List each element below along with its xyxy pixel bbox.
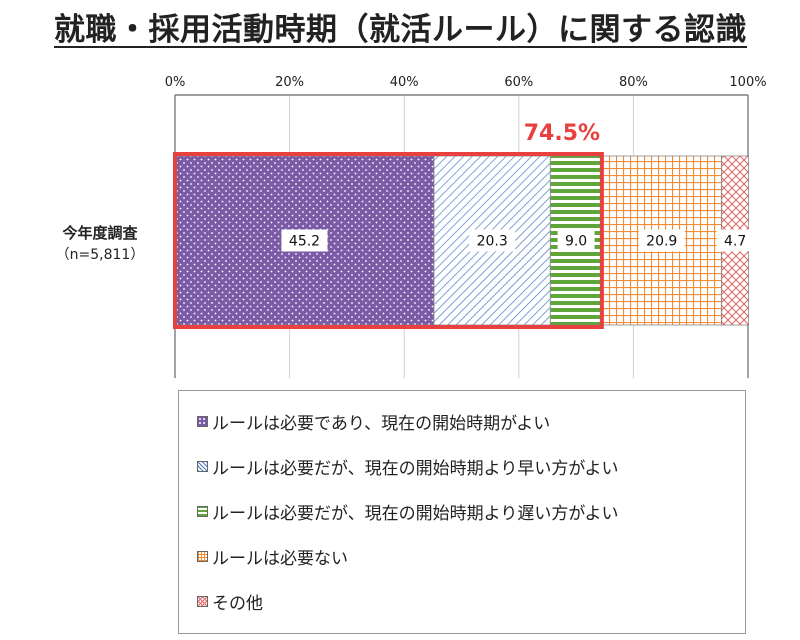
legend-item: ルールは必要だが、現在の開始時期より早い方がよい — [197, 444, 727, 489]
legend-label: ルールは必要だが、現在の開始時期より遅い方がよい — [212, 504, 619, 524]
x-tick-label: 40% — [390, 75, 419, 90]
data-label-bg — [638, 229, 685, 252]
legend-item: ルールは必要ない — [197, 534, 727, 579]
x-tick-label: 20% — [275, 75, 304, 90]
category-sublabel: （n=5,811） — [56, 247, 145, 263]
legend-swatch — [197, 551, 208, 562]
legend-item: ルールは必要だが、現在の開始時期より遅い方がよい — [197, 489, 727, 534]
x-axis-ticks: 0% 20% 40% 60% 80% 100% — [165, 75, 767, 90]
stacked-bar-chart: 0% 20% 40% 60% 80% 100% 今年度調査 （n=5,811） 45.2 2… — [56, 75, 767, 378]
legend-swatch — [197, 416, 208, 427]
legend-item: ルールは必要であり、現在の開始時期がよい — [197, 399, 727, 444]
data-label: 9.0 — [565, 234, 587, 250]
page-title: 就職・採用活動時期（就活ルール）に関する認識 — [54, 12, 747, 48]
data-label: 4.7 — [724, 234, 746, 250]
data-label: 45.2 — [289, 234, 320, 250]
x-tick-label: 60% — [504, 75, 533, 90]
data-labels: 45.2 20.3 9.0 20.9 4.7 — [281, 229, 754, 252]
x-tick-label: 0% — [165, 75, 186, 90]
highlight-box — [173, 152, 604, 329]
data-label: 20.9 — [646, 234, 677, 250]
legend-swatch — [197, 461, 208, 472]
data-label-bg — [281, 229, 328, 252]
legend-item: その他 — [197, 579, 727, 624]
legend-label: ルールは必要であり、現在の開始時期がよい — [212, 414, 551, 434]
data-label-bg — [557, 229, 595, 252]
category-label: 今年度調査 — [61, 224, 138, 242]
data-label-bg — [716, 229, 754, 252]
legend-swatch — [197, 596, 208, 607]
legend-swatch — [197, 506, 208, 517]
legend: ルールは必要であり、現在の開始時期がよいルールは必要だが、現在の開始時期より早い… — [178, 390, 746, 634]
x-tick-label: 100% — [729, 75, 766, 90]
highlight-label: 74.5% — [524, 121, 600, 146]
data-label: 20.3 — [477, 234, 508, 250]
x-tick-label: 80% — [619, 75, 648, 90]
legend-label: ルールは必要ない — [212, 549, 348, 569]
legend-label: ルールは必要だが、現在の開始時期より早い方がよい — [212, 459, 619, 479]
legend-label: その他 — [212, 594, 263, 614]
data-label-bg — [469, 229, 516, 252]
